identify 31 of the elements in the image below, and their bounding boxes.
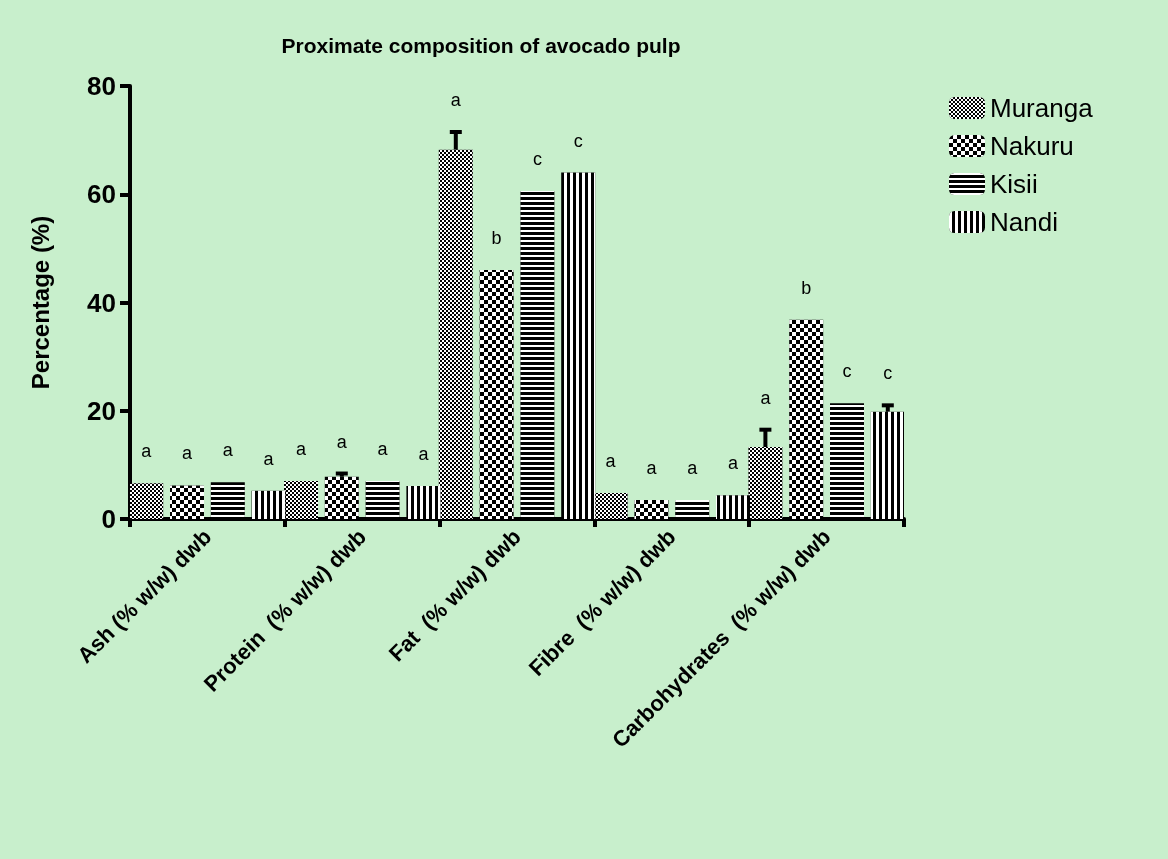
legend-label: Muranga (990, 93, 1094, 123)
annotation: a (295, 439, 307, 460)
annotation: a (222, 440, 234, 461)
annotation: c (532, 149, 542, 169)
annotation: b (491, 228, 502, 249)
y-tick-label: 40 (87, 287, 116, 318)
y-axis-title: Percentage (%) (26, 215, 54, 390)
annotation: b (801, 277, 812, 298)
legend-label: Nandi (990, 207, 1058, 237)
legend-label: Nakuru (990, 131, 1074, 161)
annotation: c (842, 361, 852, 382)
chart-title: Proximate composition of avocado pulp (281, 34, 681, 57)
y-tick-label: 60 (87, 179, 116, 210)
y-tick-label: 80 (87, 71, 116, 101)
annotation: c (573, 130, 583, 151)
y-tick-label: 20 (87, 395, 116, 426)
annotation: a (418, 443, 430, 464)
annotation: a (760, 387, 772, 408)
annotation: c (883, 363, 893, 384)
annotation: a (450, 90, 462, 111)
annotation: a (605, 451, 617, 472)
annotation: a (263, 448, 275, 469)
annotation: a (646, 458, 658, 479)
annotation: a (181, 443, 193, 464)
annotation: a (377, 439, 389, 460)
annotation: a (336, 431, 348, 452)
annotation: a (727, 453, 739, 474)
annotation: a (141, 441, 153, 462)
annotation: a (687, 458, 699, 479)
legend-label: Kisii (990, 169, 1038, 199)
y-tick-label: 0 (101, 504, 116, 534)
